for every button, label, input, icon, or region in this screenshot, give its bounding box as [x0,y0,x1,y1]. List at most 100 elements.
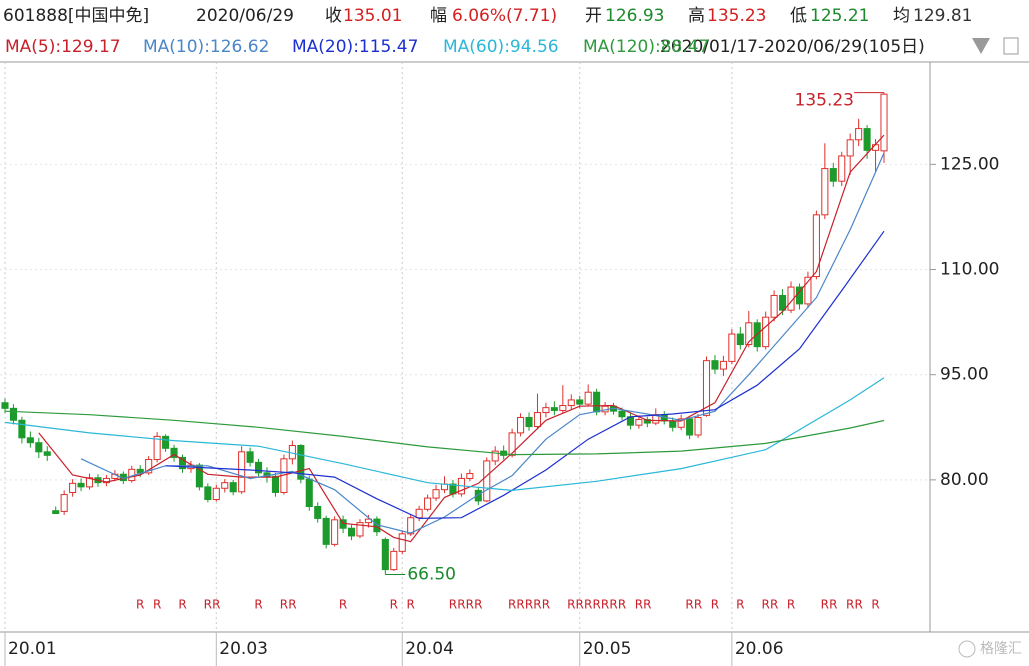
r-marker: R [288,598,296,612]
candle-body [643,419,651,424]
candle-body [736,333,744,346]
x-tick-label: 20.03 [219,639,268,659]
ma-line [38,134,885,543]
candle-body [271,475,280,493]
header-value: 135.23 [707,6,766,26]
candle-body [770,294,778,318]
candle-body [69,482,77,493]
candle-body [677,418,685,428]
x-tick-label: 20.04 [405,639,454,659]
candle-body [305,478,313,508]
candle-body [297,445,305,480]
header-value: 126.93 [605,6,664,26]
r-marker: R [854,598,862,612]
x-tick-label: 20.05 [583,639,632,659]
r-marker: R [390,598,398,612]
candle-body [331,519,339,545]
r-marker: R [466,598,474,612]
candle-body [162,435,170,449]
ma-line [165,230,885,520]
r-marker: R [736,598,744,612]
y-tick-label: 80.00 [940,470,989,490]
candle-body [102,477,110,484]
header-value: 135.01 [343,6,402,26]
candle-body [170,447,178,458]
y-tick-label: 110.00 [940,260,999,280]
r-marker: R [643,598,651,612]
candle-body [221,482,229,489]
candle-body [584,391,592,405]
r-marker: R [136,598,144,612]
candle-body [804,276,812,305]
candle-body [669,420,677,428]
r-marker: R [618,598,626,612]
r-marker: R [178,598,186,612]
ma-line [4,377,885,492]
candle-body [43,451,51,456]
header-label: 高 [688,6,705,26]
r-marker: R [407,598,415,612]
r-marker: R [770,598,778,612]
legend-entry: MA(20):115.47 [292,37,418,57]
r-marker: R [542,598,550,612]
r-marker: R [254,598,262,612]
candle-body [779,294,787,311]
annotation: 66.50 [407,565,456,585]
r-marker: R [694,598,702,612]
r-marker: R [685,598,693,612]
candle-body [432,489,440,499]
candle-body [347,527,356,537]
candle-body [1,402,9,409]
candle-body [424,497,432,510]
candle-body [863,128,871,151]
settings-icon[interactable] [1003,37,1019,55]
ma-line [4,410,885,456]
r-marker: R [474,598,482,612]
r-marker: R [635,598,643,612]
r-marker: R [204,598,212,612]
r-marker: R [711,598,719,612]
legend-entry: MA(5):129.17 [5,37,121,57]
legend-entry: MA(10):126.62 [143,37,269,57]
candle-body [314,506,322,519]
candle-body [491,450,499,462]
candle-body [390,550,398,571]
y-tick-label: 125.00 [940,154,999,174]
candle-body [381,538,389,571]
candle-body [855,128,863,141]
candle-body [415,508,423,519]
candle-body [812,214,820,278]
r-marker: R [525,598,533,612]
candle-body [838,155,846,182]
candle-body [567,399,575,407]
candle-body [466,473,474,479]
r-marker: R [871,598,879,612]
candle-body [229,482,237,493]
candle-body [26,437,34,444]
candle-body [483,460,491,502]
candle-body [745,322,753,346]
candle-body [559,405,567,411]
candle-body [204,486,212,500]
candle-body [593,391,601,413]
candle-body [246,451,254,463]
candle-body [880,93,888,152]
candle-body [474,489,482,502]
header-label: 幅 [430,6,447,26]
r-marker: R [846,598,854,612]
candle-body [212,487,220,500]
legend-entry: MA(60):94.56 [443,37,559,57]
dropdown-icon[interactable] [972,38,990,54]
r-marker: R [449,598,457,612]
candle-body [9,407,17,421]
candle-body [829,168,837,182]
r-marker: R [584,598,592,612]
candle-body [533,412,542,428]
candle-body [255,461,263,474]
header-label: 均 [893,6,910,26]
candle-body [238,451,246,493]
candle-body [711,360,719,370]
header-value: 129.81 [913,6,972,26]
